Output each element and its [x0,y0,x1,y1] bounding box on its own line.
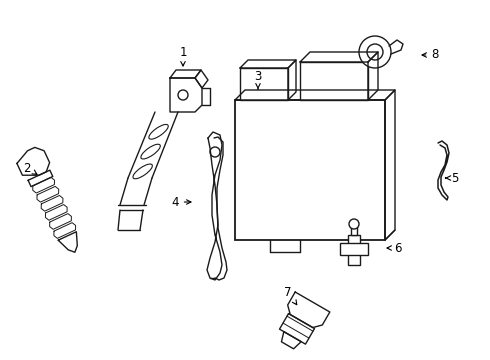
Circle shape [359,36,391,68]
Bar [340,243,368,255]
Ellipse shape [149,125,168,139]
Text: 7: 7 [284,285,297,305]
Text: 3: 3 [254,71,262,89]
Bar [235,100,385,240]
Text: 6: 6 [387,242,402,255]
Text: 4: 4 [171,195,191,208]
Bar [348,235,360,265]
Ellipse shape [133,164,152,179]
Ellipse shape [141,144,160,159]
Circle shape [178,90,188,100]
Text: 8: 8 [422,49,439,62]
Circle shape [367,44,383,60]
Circle shape [349,219,359,229]
Bar [240,68,288,100]
Text: 5: 5 [445,171,459,184]
Text: 1: 1 [179,45,187,66]
Bar [300,62,368,100]
Text: 2: 2 [23,162,37,175]
Bar [351,225,357,235]
Circle shape [210,147,220,157]
